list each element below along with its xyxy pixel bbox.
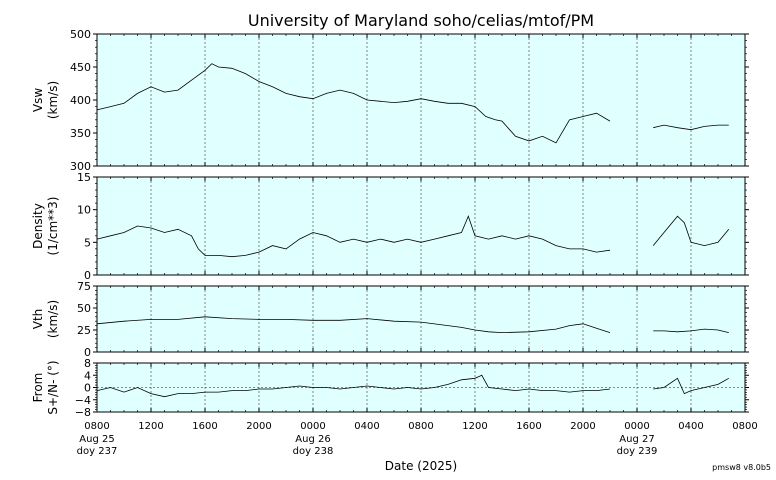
y-tick-label: 0	[84, 382, 91, 395]
series-line-vsw-0	[96, 63, 611, 144]
x-tick-label: 1200	[138, 421, 163, 432]
x-tick-label: 0800	[84, 421, 109, 432]
series-line-from-1	[653, 377, 729, 395]
y-tick-label: 500	[70, 28, 91, 41]
x-tick-label: 1600	[516, 421, 541, 432]
x-tick-label: 0400	[354, 421, 379, 432]
x-tick-label: 2000	[570, 421, 595, 432]
y-tick-label: 300	[70, 160, 91, 173]
panel-density: 0 5 10 15 Density (1/cm**3)	[31, 171, 749, 282]
y-axis-label: (km/s)	[46, 81, 60, 119]
y-tick-label: 400	[70, 94, 91, 107]
series-line-density-0	[96, 215, 611, 258]
series-line-from-0	[96, 374, 611, 398]
y-tick-label: 0	[84, 346, 91, 359]
doy-label: doy 238	[293, 446, 334, 457]
x-tick-label: 0000	[624, 421, 649, 432]
x-tick-label: 2000	[246, 421, 271, 432]
y-tick-label: 8	[84, 357, 91, 370]
y-tick-label: 0	[84, 269, 91, 282]
y-tick-label: 4	[84, 369, 91, 382]
y-axis-label: Vsw	[31, 88, 45, 112]
y-tick-label: −4	[75, 394, 91, 407]
x-axis: 0800 1200 1600 2000 0000 0400 0800 1200 1600 2000…	[77, 421, 758, 457]
chart-title: University of Maryland soho/celias/mtof/…	[248, 11, 594, 30]
y-axis-label: (km/s)	[46, 300, 60, 338]
y-axis-label: (1/cm**3)	[46, 197, 60, 256]
y-tick-label: 350	[70, 127, 91, 140]
panel-vsw: 300 350 400 450 500 Vsw (km/s)	[31, 28, 749, 173]
panel-vth: 0 25 50 75 Vth (km/s)	[31, 280, 749, 359]
x-tick-label: 0400	[678, 421, 703, 432]
series-line-density-1	[652, 215, 730, 247]
y-axis-label: Vth	[31, 309, 45, 330]
series-line-vsw-1	[653, 124, 729, 131]
x-tick-label: 0000	[300, 421, 325, 432]
x-tick-label: 1200	[462, 421, 487, 432]
x-tick-label: 0800	[408, 421, 433, 432]
y-tick-label: 25	[77, 324, 91, 337]
doy-label: doy 237	[77, 446, 118, 457]
y-tick-label: 75	[77, 280, 91, 293]
date-label: Aug 25	[79, 434, 114, 445]
date-label: Aug 27	[619, 434, 654, 445]
y-axis-label: S+/N- (°)	[46, 360, 60, 414]
doy-label: doy 239	[617, 446, 658, 457]
version-label: pmsw8 v8.0b5	[712, 463, 771, 472]
x-tick-label: 1600	[192, 421, 217, 432]
y-tick-label: 5	[84, 236, 91, 249]
y-axis-label: From	[31, 373, 45, 403]
y-tick-label: 15	[77, 171, 91, 184]
y-axis-label: Density	[31, 203, 45, 249]
x-tick-label: 0800	[732, 421, 757, 432]
x-axis-label: Date (2025)	[385, 459, 457, 473]
series-line-vth-0	[96, 316, 611, 334]
series-line-vth-1	[653, 328, 729, 333]
y-tick-label: 50	[77, 302, 91, 315]
y-tick-label: 450	[70, 61, 91, 74]
date-label: Aug 26	[295, 434, 330, 445]
y-tick-label: −8	[75, 406, 91, 419]
y-tick-label: 10	[77, 204, 91, 217]
